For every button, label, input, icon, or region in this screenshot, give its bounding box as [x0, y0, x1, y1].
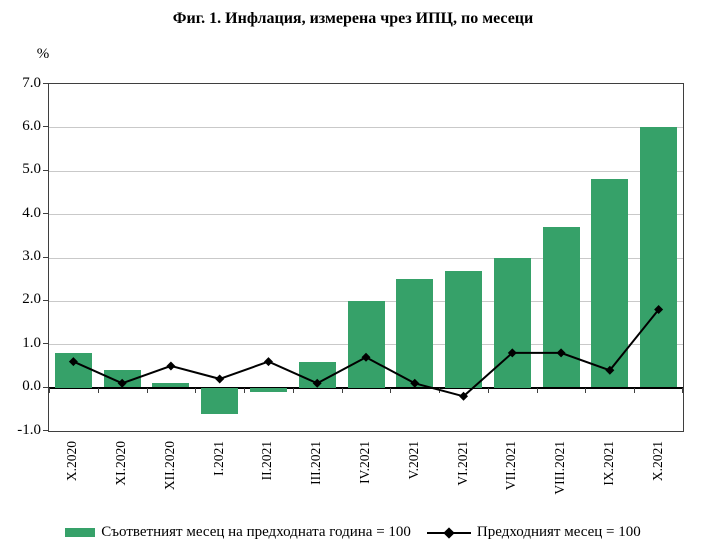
legend-diamond-icon: [443, 526, 455, 539]
bar: [250, 388, 287, 392]
y-axis-tick: [43, 170, 48, 171]
data-point-diamond-icon: [312, 378, 322, 388]
x-axis-tick: [634, 388, 635, 393]
x-tick-label: X.2020: [64, 441, 79, 482]
data-point-diamond-icon: [556, 348, 566, 358]
chart-title: Фиг. 1. Инфлация, измерена чрез ИПЦ, по …: [172, 10, 534, 27]
gridline: [49, 214, 683, 215]
x-axis-tick: [585, 388, 586, 393]
y-tick-label: 1.0: [22, 335, 41, 351]
x-tick-label: IV.2021: [357, 441, 372, 484]
x-axis-tick: [244, 388, 245, 393]
x-axis-tick: [682, 388, 683, 393]
line-series-legend-label: Предходният месец = 100: [476, 524, 641, 540]
x-tick-label: II.2021: [259, 441, 274, 481]
data-point-diamond-icon: [117, 378, 127, 388]
x-tick-label: V.2021: [406, 441, 421, 480]
y-tick-label: 7.0: [22, 75, 41, 91]
bar-series-legend-label: Съответният месец на предходната година …: [101, 524, 411, 540]
bar: [396, 279, 433, 387]
x-axis-tick: [390, 388, 391, 393]
line-series-marker-icon: [426, 526, 471, 539]
data-point-diamond-icon: [215, 374, 225, 384]
bar: [591, 179, 628, 387]
y-axis-tick: [43, 387, 48, 388]
y-axis-tick: [43, 257, 48, 258]
y-axis-tick: [43, 126, 48, 127]
x-axis-tick: [537, 388, 538, 393]
bar: [640, 127, 677, 387]
data-point-diamond-icon: [410, 378, 420, 388]
zero-axis-line: [49, 387, 683, 389]
y-axis-tick: [43, 430, 48, 431]
bar: [104, 370, 141, 387]
x-tick-label: VI.2021: [455, 441, 470, 486]
x-axis-tick: [49, 388, 50, 393]
y-tick-label: 3.0: [22, 248, 41, 264]
data-point-diamond-icon: [507, 348, 517, 358]
x-tick-label: XII.2020: [162, 441, 177, 491]
bar: [201, 388, 238, 414]
gridline: [49, 171, 683, 172]
y-axis-tick: [43, 213, 48, 214]
x-tick-label: I.2021: [211, 441, 226, 476]
x-axis-tick: [293, 388, 294, 393]
x-tick-label: III.2021: [308, 441, 323, 485]
bar: [445, 271, 482, 388]
y-axis-tick: [43, 83, 48, 84]
x-tick-label: VII.2021: [503, 441, 518, 491]
x-axis-tick: [488, 388, 489, 393]
x-tick-label: XI.2020: [113, 441, 128, 486]
data-point-diamond-icon: [68, 357, 78, 367]
x-axis-tick: [195, 388, 196, 393]
y-tick-label: 5.0: [22, 161, 41, 177]
x-axis-tick: [147, 388, 148, 393]
data-point-diamond-icon: [263, 357, 273, 367]
bar: [494, 258, 531, 388]
bar: [348, 301, 385, 388]
x-axis-tick: [98, 388, 99, 393]
y-tick-label: 2.0: [22, 291, 41, 307]
x-tick-label: VIII.2021: [552, 441, 567, 495]
legend: Съответният месец на предходната година …: [0, 524, 706, 541]
legend-item-line-series: Предходният месец = 100: [426, 524, 641, 541]
data-point-diamond-icon: [361, 352, 371, 362]
data-point-diamond-icon: [166, 361, 176, 371]
data-point-diamond-icon: [459, 391, 469, 401]
x-axis-tick: [342, 388, 343, 393]
y-tick-label: 4.0: [22, 205, 41, 221]
x-tick-label: X.2021: [650, 441, 665, 482]
y-tick-label: 0.0: [22, 378, 41, 394]
y-tick-label: 6.0: [22, 118, 41, 134]
bar-series-swatch-icon: [65, 528, 96, 537]
bar: [543, 227, 580, 387]
y-axis-unit-label: %: [36, 46, 50, 62]
y-tick-label: -1.0: [17, 422, 41, 438]
x-tick-label: IX.2021: [601, 441, 616, 486]
bar: [152, 383, 189, 387]
gridline: [49, 127, 683, 128]
legend-item-bar-series: Съответният месец на предходната година …: [65, 524, 411, 541]
y-axis-tick: [43, 343, 48, 344]
line-series: [68, 305, 664, 401]
gridline: [49, 258, 683, 259]
y-axis-tick: [43, 300, 48, 301]
plot-area: [48, 83, 684, 432]
data-point-diamond-icon: [654, 305, 664, 315]
data-point-diamond-icon: [605, 365, 615, 375]
